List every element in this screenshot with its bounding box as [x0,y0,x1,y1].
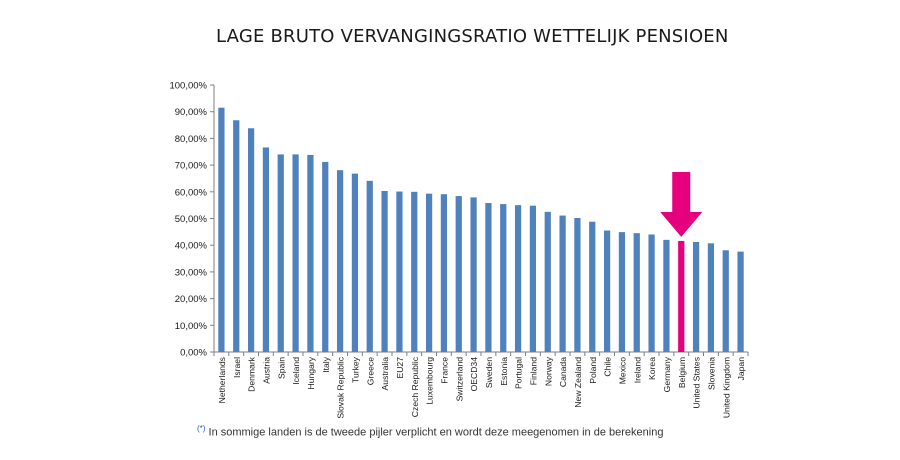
bar [574,217,581,352]
bar [247,128,255,352]
y-tick-label: 30,00% [175,267,208,278]
x-tick-label: Germany [662,356,672,392]
bar [411,191,418,352]
x-tick-label: Canada [558,357,568,387]
bar [425,193,433,352]
y-tick-label: 60,00% [175,187,208,198]
bar-series [218,107,744,352]
x-tick-label: Japan [736,357,746,381]
y-tick-label: 100,00% [169,81,207,92]
x-tick-label: United States [692,357,702,409]
bar [455,196,462,352]
x-tick-label: Luxembourg [425,357,435,405]
bar [692,241,700,352]
x-tick-label: EU27 [395,357,405,379]
bar [396,191,403,352]
x-axis [213,351,749,356]
x-tick-label: Korea [647,357,657,380]
x-tick-label: France [439,357,449,384]
bar [262,147,270,352]
x-tick-label: Netherlands [217,357,227,403]
x-tick-label: Iceland [291,357,301,385]
x-tick-label: Spain [276,357,286,379]
x-tick-label: Norway [543,356,553,386]
x-tick-label: Slovak Republic [336,356,346,418]
y-tick-label: 40,00% [175,241,208,252]
x-tick-label: OECD34 [469,357,479,392]
bar [218,107,225,352]
bar [292,154,299,352]
bar [618,232,626,352]
bar [648,234,655,352]
bar [707,243,715,352]
x-tick-label: Austria [261,357,271,384]
x-tick-label: Portugal [514,357,524,389]
x-tick-label: Hungary [306,356,316,389]
y-tick-label: 10,00% [175,321,208,332]
x-tick-label: Denmark [247,356,257,392]
x-tick-label: Israel [232,357,242,378]
bar [603,230,611,352]
bar [722,250,729,352]
y-tick-label: 90,00% [175,107,208,118]
x-tick-label: Italy [321,356,331,372]
x-tick-label: United Kingdom [721,357,731,418]
bar [663,239,670,352]
x-tick-label: Czech Republic [410,356,420,417]
x-tick-label: Mexico [617,357,627,384]
bar [277,154,284,352]
bar [381,190,388,352]
footnote: (*) In sommige landen is de tweede pijle… [197,424,663,439]
x-tick-label: Poland [588,357,598,384]
y-tick-label: 80,00% [175,134,208,145]
footnote-marker: (*) [197,424,206,433]
x-tick-label: Switzerland [454,357,464,402]
bar [307,154,314,352]
bar [589,221,596,352]
bar [233,120,240,352]
bar [470,197,477,352]
x-tick-label: Belgium [677,357,687,388]
x-tick-label: New Zealand [573,357,583,408]
bar [440,194,448,352]
x-tick-label: Slovenia [706,357,716,390]
x-tick-label: Greece [365,357,375,385]
x-tick-label: Turkey [350,356,360,383]
bar [514,205,522,352]
x-tick-label: Finland [528,357,538,385]
chart-title: LAGE BRUTO VERVANGINGSRATIO WETTELIJK PE… [216,26,729,47]
y-tick-label: 70,00% [175,161,208,172]
bar [366,180,373,352]
x-tick-label: Estonia [499,357,509,386]
y-tick-label: 50,00% [175,214,208,225]
bar [322,161,329,352]
bar [544,211,551,352]
bar [351,173,359,352]
bar [737,251,744,352]
bar-highlight [678,240,685,352]
bar [485,203,492,352]
highlight-arrow [660,172,703,237]
bar [633,233,640,352]
y-tick-label: 20,00% [175,294,208,305]
bar [500,204,507,352]
y-tick-label: 0,00% [180,348,207,359]
down-arrow-icon [660,172,703,237]
y-axis: 0,00% 10,00% 20,00% 30,00% 40,00% 50,00% 60,00… [169,81,215,359]
bar [336,170,344,352]
x-tick-label: Ireland [632,357,642,383]
x-tick-label: Australia [380,357,390,391]
category-labels: Netherlands Israel Denmark Austria Spain Icel… [217,356,746,418]
x-tick-label: Chile [603,357,613,377]
bar [529,205,537,352]
x-tick-label: Sweden [484,357,494,388]
bar [559,215,566,352]
footnote-text: In sommige landen is de tweede pijler ve… [205,426,664,439]
